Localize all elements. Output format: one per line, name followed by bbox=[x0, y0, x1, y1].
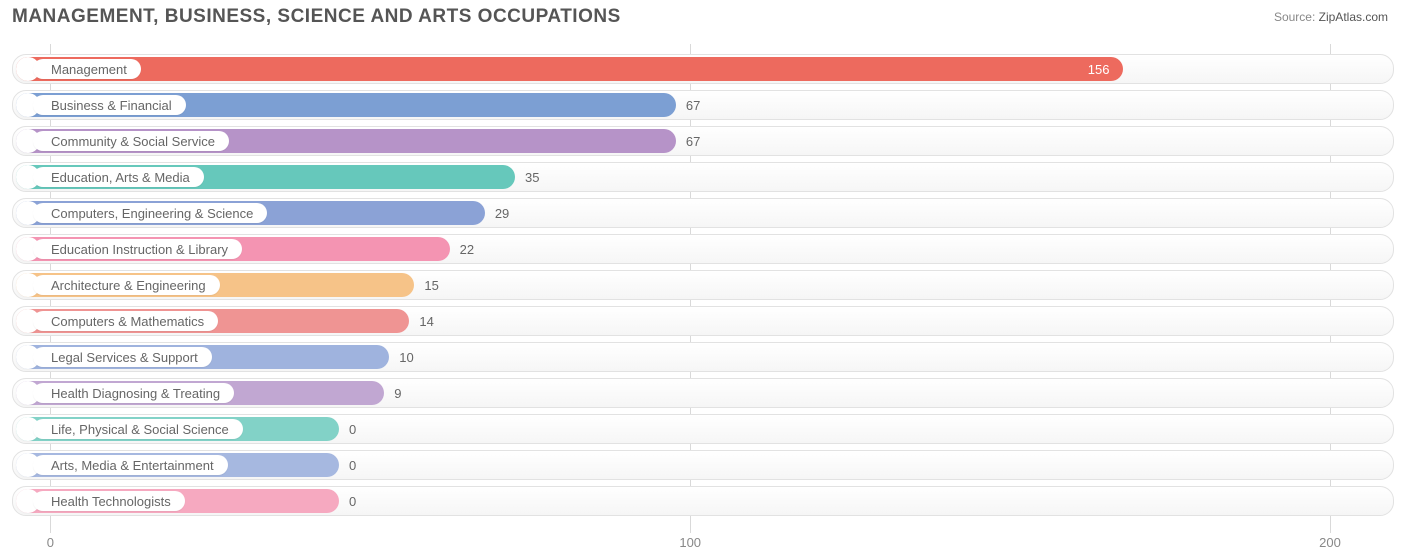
bar-value-label: 10 bbox=[389, 343, 413, 371]
bar-category-label: Health Diagnosing & Treating bbox=[33, 383, 234, 403]
bar-value-label: 29 bbox=[485, 199, 509, 227]
bar-value-label: 14 bbox=[409, 307, 433, 335]
bar-row: Education, Arts & Media 35 bbox=[12, 162, 1394, 192]
x-tick-label: 200 bbox=[1319, 535, 1341, 550]
bar-category-label: Arts, Media & Entertainment bbox=[33, 455, 228, 475]
bar-row: Legal Services & Support 10 bbox=[12, 342, 1394, 372]
bar-row: Computers & Mathematics 14 bbox=[12, 306, 1394, 336]
bar-row: Education Instruction & Library 22 bbox=[12, 234, 1394, 264]
bar-row: Architecture & Engineering 15 bbox=[12, 270, 1394, 300]
bar-category-label: Legal Services & Support bbox=[33, 347, 212, 367]
bar-category-label: Computers, Engineering & Science bbox=[33, 203, 267, 223]
bar-row: Community & Social Service 67 bbox=[12, 126, 1394, 156]
bar-category-label: Life, Physical & Social Science bbox=[33, 419, 243, 439]
x-tick-label: 100 bbox=[679, 535, 701, 550]
bar-value-label: 35 bbox=[515, 163, 539, 191]
bars-container: Management156Business & Financial67Commu… bbox=[12, 44, 1394, 533]
bar-value-label: 0 bbox=[339, 451, 356, 479]
bar-category-label: Community & Social Service bbox=[33, 131, 229, 151]
x-axis: 0 100 200 bbox=[12, 535, 1394, 553]
source-attribution: Source: ZipAtlas.com bbox=[1274, 10, 1388, 24]
bar-category-label: Education, Arts & Media bbox=[33, 167, 204, 187]
bar-category-label: Health Technologists bbox=[33, 491, 185, 511]
bar-category-label: Education Instruction & Library bbox=[33, 239, 242, 259]
chart-area: Management156Business & Financial67Commu… bbox=[12, 44, 1394, 533]
bar-row: Health Diagnosing & Treating 9 bbox=[12, 378, 1394, 408]
bar-value-label: 67 bbox=[676, 91, 700, 119]
bar-value-label: 156 bbox=[16, 55, 1123, 83]
bar-row: Life, Physical & Social Science 0 bbox=[12, 414, 1394, 444]
bar-row: Arts, Media & Entertainment 0 bbox=[12, 450, 1394, 480]
chart-title: MANAGEMENT, BUSINESS, SCIENCE AND ARTS O… bbox=[12, 6, 621, 28]
source-label: Source: bbox=[1274, 10, 1315, 24]
bar-row: Health Technologists 0 bbox=[12, 486, 1394, 516]
source-site: ZipAtlas.com bbox=[1319, 10, 1388, 24]
bar-value-label: 0 bbox=[339, 487, 356, 515]
bar-value-label: 15 bbox=[414, 271, 438, 299]
bar-row: Management156 bbox=[12, 54, 1394, 84]
bar-row: Computers, Engineering & Science 29 bbox=[12, 198, 1394, 228]
bar-value-label: 22 bbox=[450, 235, 474, 263]
bar-value-label: 67 bbox=[676, 127, 700, 155]
bar-category-label: Business & Financial bbox=[33, 95, 186, 115]
bar-value-label: 9 bbox=[384, 379, 401, 407]
bar-value-label: 0 bbox=[339, 415, 356, 443]
bar-category-label: Architecture & Engineering bbox=[33, 275, 220, 295]
bar-row: Business & Financial 67 bbox=[12, 90, 1394, 120]
x-tick-label: 0 bbox=[47, 535, 54, 550]
bar-category-label: Computers & Mathematics bbox=[33, 311, 218, 331]
